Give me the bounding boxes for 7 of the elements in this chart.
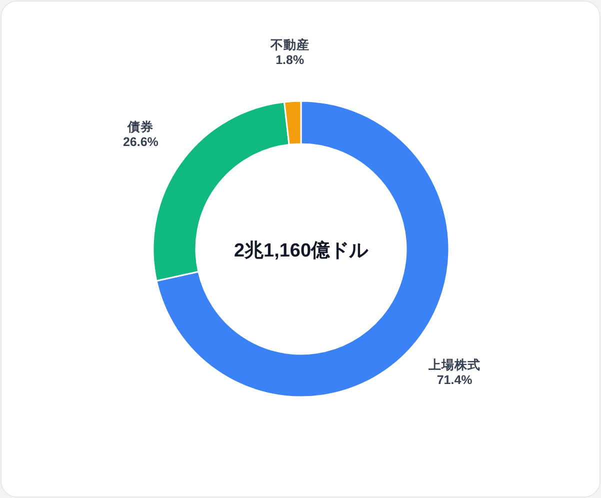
slice-label: 債券 bbox=[126, 120, 154, 134]
data-label: 1.8% bbox=[276, 52, 304, 67]
text: 2兆1,160億ドル bbox=[234, 240, 370, 262]
data-label: 26.6% bbox=[122, 135, 158, 150]
slice-label: 上場株式 bbox=[428, 356, 481, 372]
slice-label: 不動産 bbox=[269, 36, 310, 52]
data-label: 71.4% bbox=[436, 372, 472, 387]
